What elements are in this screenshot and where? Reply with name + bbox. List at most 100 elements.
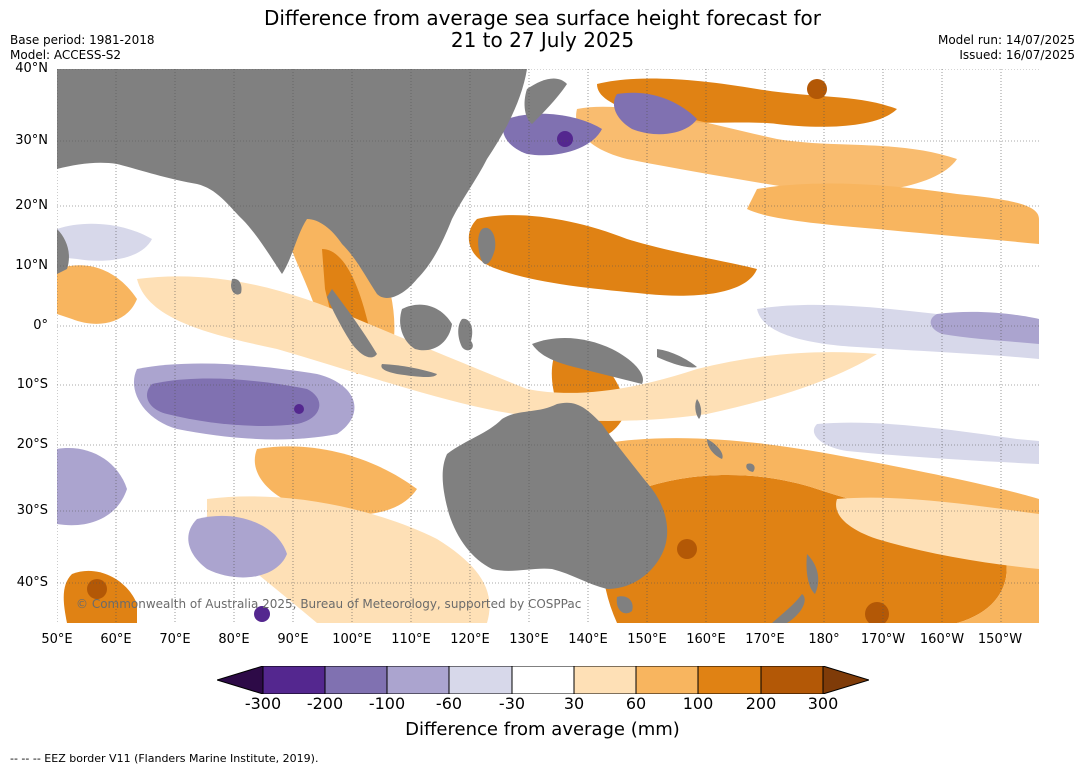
colorbar-bin-neg300-neg200 — [262, 666, 326, 694]
base-period: Base period: 1981-2018 — [10, 33, 155, 47]
anomaly-cool-south-central — [188, 515, 287, 578]
colorbar-extend-max — [822, 666, 869, 694]
anomaly-light-warm-band — [137, 276, 877, 421]
colorbar-tick: 200 — [745, 694, 777, 713]
colorbar-bin-neg30-30 — [511, 666, 575, 694]
colorbar-bin-30-60 — [573, 666, 637, 694]
anomaly-cool-north-pacific — [503, 113, 602, 156]
land-new-zealand-south — [772, 594, 805, 623]
anomaly-warm-westpac — [468, 215, 757, 296]
land-borneo — [400, 304, 452, 351]
lon-label-170e: 170°E — [745, 632, 785, 647]
land-tasmania — [616, 596, 633, 614]
anomaly-light-warm-east-south — [836, 497, 1039, 569]
model-name: Model: ACCESS-S2 — [10, 48, 122, 62]
issued-date: Issued: 16/07/2025 — [959, 48, 1075, 62]
land-australia — [442, 402, 668, 589]
anomaly-cool-southwest — [57, 448, 127, 526]
land-vanuatu — [695, 399, 702, 419]
copyright-notice: © Commonwealth of Australia 2025, Bureau… — [76, 597, 582, 611]
anomaly-cool-central-pacific-core — [930, 311, 1039, 344]
graticule — [57, 69, 1039, 623]
colorbar-tick: 30 — [563, 694, 585, 713]
map-title-line2: 21 to 27 July 2025 — [450, 28, 635, 52]
land-layer — [57, 69, 819, 623]
lat-label-30s: 30°S — [16, 503, 48, 518]
map-area — [57, 69, 1039, 623]
colorbar-bin-60-100 — [635, 666, 699, 694]
colorbar-tick: -300 — [244, 694, 282, 713]
anomaly-cool-south-pacific — [813, 422, 1039, 464]
anomaly-light-warm-south — [207, 496, 490, 623]
land-philippines — [478, 227, 496, 265]
colorbar-tick: 60 — [625, 694, 647, 713]
lon-label-50e: 50°E — [41, 632, 73, 647]
colorbar-label: Difference from average (mm) — [405, 719, 680, 740]
land-fiji — [746, 463, 755, 472]
lon-label-150w: 150°W — [977, 632, 1023, 647]
land-sulawesi — [458, 318, 473, 351]
land-new-zealand-north — [806, 554, 819, 594]
colorbar-extend-min — [217, 666, 264, 694]
lon-label-70e: 70°E — [159, 632, 191, 647]
anomaly-warm-core-4 — [87, 579, 107, 599]
colorbar-tick: -200 — [306, 694, 344, 713]
anomaly-cool-core-1 — [557, 131, 573, 147]
anomaly-warm-tasman-outer — [576, 438, 1039, 623]
colorbar-bin-200-300 — [760, 666, 824, 694]
land-sumatra — [327, 289, 377, 358]
land-new-guinea — [532, 337, 643, 384]
land-asia — [57, 69, 527, 299]
lat-label-10n: 10°N — [15, 258, 48, 273]
colorbar-tick: -100 — [368, 694, 406, 713]
lon-label-130e: 130°E — [509, 632, 549, 647]
lon-label-110e: 110°E — [391, 632, 431, 647]
land-sri-lanka — [231, 278, 242, 295]
lat-label-20s: 20°S — [16, 437, 48, 452]
lon-label-140e: 140°E — [568, 632, 608, 647]
lon-label-180: 180° — [808, 632, 840, 647]
colorbar-bin-100-200 — [697, 666, 762, 694]
colorbar-bin-neg100-neg60 — [386, 666, 450, 694]
lon-label-80e: 80°E — [218, 632, 250, 647]
anomaly-warm-core-3 — [677, 539, 697, 559]
land-solomon — [657, 349, 697, 368]
anomaly-cool-core-2 — [294, 404, 304, 414]
lat-label-10s: 10°S — [16, 377, 48, 392]
anomaly-warm-north-pacific-east — [747, 183, 1039, 244]
colorbar-tick: 300 — [807, 694, 839, 713]
land-japan — [524, 78, 567, 124]
lat-label-40n: 40°N — [15, 61, 48, 76]
anomaly-warm-tasman — [602, 475, 1007, 623]
map-canvas — [57, 69, 1039, 623]
eez-footnote: -- -- -- EEZ border V11 (Flanders Marine… — [10, 752, 319, 765]
anomaly-layer — [57, 78, 1039, 623]
lon-label-60e: 60°E — [100, 632, 132, 647]
lon-label-100e: 100°E — [332, 632, 372, 647]
map-title-line1: Difference from average sea surface heig… — [263, 6, 822, 30]
anomaly-cool-north-pacific-2 — [613, 92, 697, 135]
land-java — [381, 364, 437, 378]
lon-label-160w: 160°W — [919, 632, 965, 647]
land-new-caledonia — [707, 439, 723, 459]
anomaly-cool-south-indian-core — [147, 378, 320, 426]
colorbar-bin-neg200-neg100 — [324, 666, 388, 694]
lon-label-90e: 90°E — [277, 632, 309, 647]
lon-label-150e: 150°E — [627, 632, 667, 647]
anomaly-cool-arabian — [57, 223, 152, 261]
land-africa-horn — [57, 229, 69, 274]
lon-label-120e: 120°E — [450, 632, 490, 647]
colorbar-tick: -60 — [435, 694, 463, 713]
model-run: Model run: 14/07/2025 — [937, 33, 1075, 47]
lon-label-170w: 170°W — [860, 632, 906, 647]
colorbar-tick: 100 — [682, 694, 714, 713]
lon-label-160e: 160°E — [686, 632, 726, 647]
lat-label-0: 0° — [33, 318, 48, 333]
anomaly-warm-south-indian — [254, 446, 417, 515]
colorbar — [217, 666, 869, 694]
anomaly-warm-west-arabian — [57, 265, 137, 324]
anomaly-warm-core-2 — [865, 602, 889, 623]
lat-label-20n: 20°N — [15, 198, 48, 213]
colorbar-tick: -30 — [498, 694, 526, 713]
anomaly-cool-core-3 — [254, 606, 270, 622]
